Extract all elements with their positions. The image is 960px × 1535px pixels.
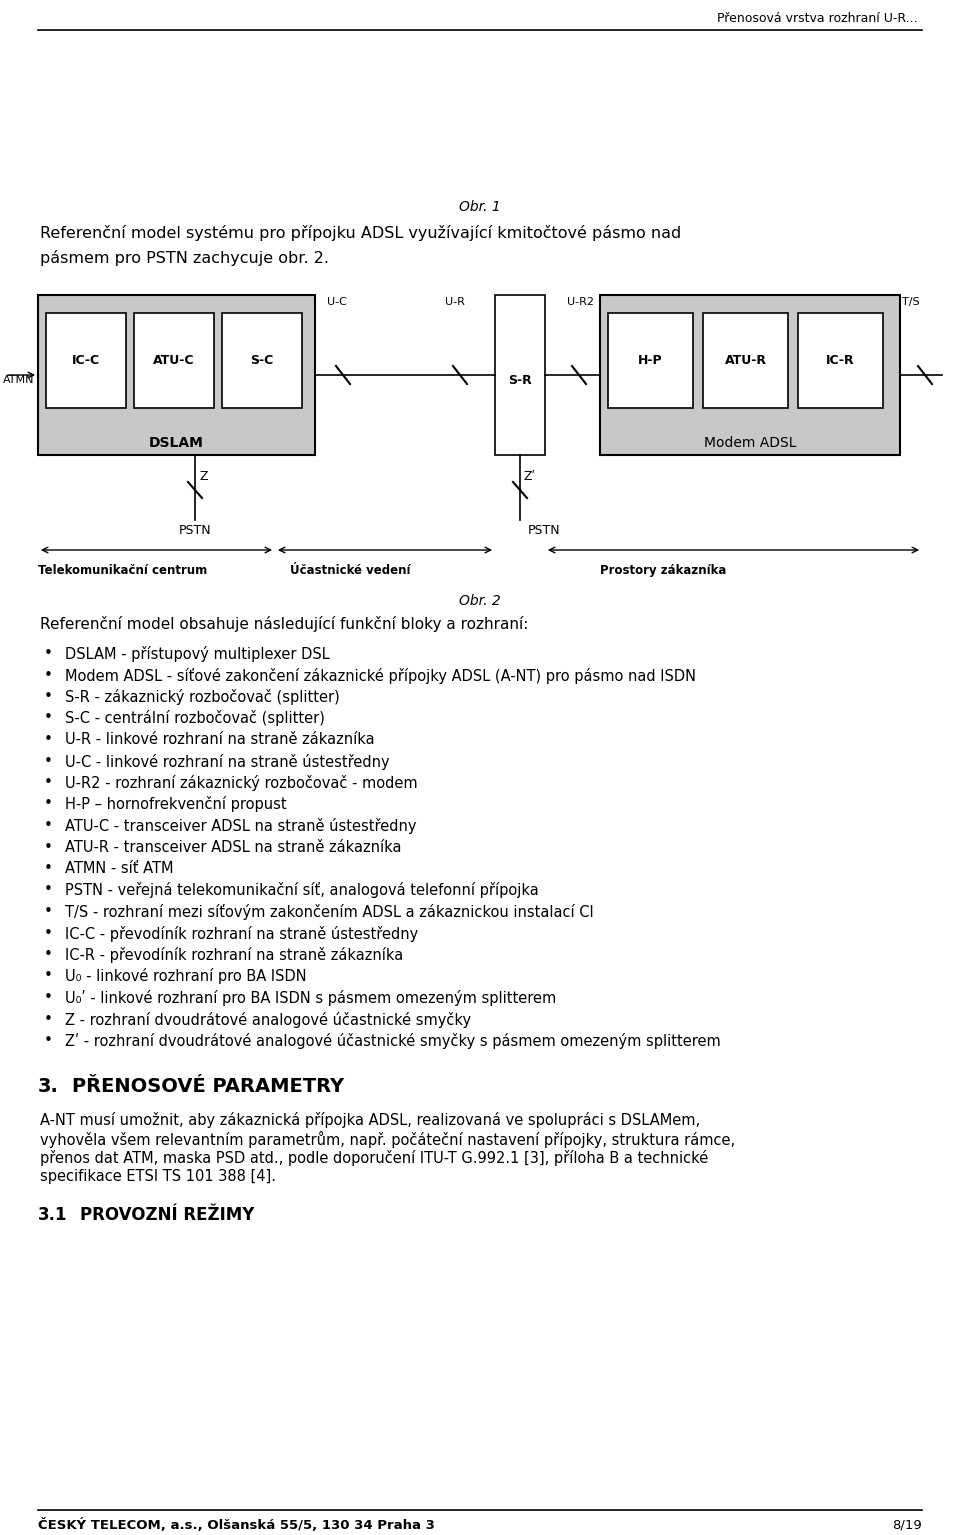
Text: U-R: U-R [445, 296, 465, 307]
Text: Přenosová vrstva rozhraní U-R...: Přenosová vrstva rozhraní U-R... [717, 12, 918, 25]
Text: PSTN: PSTN [179, 523, 211, 537]
Bar [600, 295, 900, 454]
Text: PŘENOSOVÉ PARAMETRY: PŘENOSOVÉ PARAMETRY [72, 1076, 344, 1096]
Text: Modem ADSL: Modem ADSL [704, 436, 796, 450]
Text: •: • [43, 990, 53, 1005]
Text: •: • [43, 689, 53, 705]
Text: S-C: S-C [251, 355, 274, 367]
Text: •: • [43, 797, 53, 812]
Bar [798, 313, 883, 408]
Text: Obr. 2: Obr. 2 [459, 594, 501, 608]
Text: Telekomunikační centrum: Telekomunikační centrum [38, 563, 207, 577]
Text: •: • [43, 818, 53, 834]
Text: •: • [43, 904, 53, 919]
Text: T/S - rozhraní mezi síťovým zakončením ADSL a zákaznickou instalací CI: T/S - rozhraní mezi síťovým zakončením A… [65, 904, 593, 919]
Bar [222, 313, 302, 408]
Text: U-R2: U-R2 [566, 296, 593, 307]
Bar [495, 295, 545, 454]
Text: IC-C: IC-C [72, 355, 100, 367]
Text: •: • [43, 754, 53, 769]
Text: Z: Z [199, 470, 207, 484]
Text: •: • [43, 969, 53, 984]
Text: IC-R - převodíník rozhraní na straně zákazníka: IC-R - převodíník rozhraní na straně zák… [65, 947, 403, 962]
Text: S-R - zákaznický rozbočovač (splitter): S-R - zákaznický rozbočovač (splitter) [65, 689, 340, 705]
Text: •: • [43, 840, 53, 855]
Text: přenos dat ATM, maska PSD atd., podle doporučení ITU-T G.992.1 [3], příloha B a : přenos dat ATM, maska PSD atd., podle do… [40, 1150, 708, 1165]
Bar [608, 313, 693, 408]
Text: pásmem pro PSTN zachycuje obr. 2.: pásmem pro PSTN zachycuje obr. 2. [40, 250, 329, 266]
Text: •: • [43, 861, 53, 876]
Text: Z - rozhraní dvoudrátové analogové účastnické smyčky: Z - rozhraní dvoudrátové analogové účast… [65, 1012, 471, 1027]
Bar [134, 313, 214, 408]
Text: ATU-C: ATU-C [154, 355, 195, 367]
Text: H-P – hornofrekvenční propust: H-P – hornofrekvenční propust [65, 797, 287, 812]
Text: IC-C - převodíník rozhraní na straně ústestředny: IC-C - převodíník rozhraní na straně úst… [65, 926, 419, 941]
Text: ATMN: ATMN [3, 375, 34, 385]
Text: vyhověla všem relevantním parametrům, např. počáteční nastavení přípojky, strukt: vyhověla všem relevantním parametrům, na… [40, 1130, 735, 1148]
Text: •: • [43, 926, 53, 941]
Text: •: • [43, 883, 53, 898]
Bar [703, 313, 788, 408]
Text: •: • [43, 1033, 53, 1048]
Text: Účastnické vedení: Účastnické vedení [290, 563, 411, 577]
Text: DSLAM - přístupový multiplexer DSL: DSLAM - přístupový multiplexer DSL [65, 646, 329, 662]
Text: PROVOZNÍ REŽIMY: PROVOZNÍ REŽIMY [80, 1205, 254, 1223]
Text: •: • [43, 711, 53, 726]
Text: •: • [43, 668, 53, 683]
Text: 3.1: 3.1 [38, 1205, 67, 1223]
Text: PSTN: PSTN [528, 523, 561, 537]
Text: ATU-R - transceiver ADSL na straně zákazníka: ATU-R - transceiver ADSL na straně zákaz… [65, 840, 401, 855]
Text: U-C: U-C [327, 296, 347, 307]
Text: ATMN - síť ATM: ATMN - síť ATM [65, 861, 174, 876]
Text: DSLAM: DSLAM [149, 436, 204, 450]
Text: 3.: 3. [38, 1076, 59, 1096]
Text: •: • [43, 732, 53, 748]
Text: ČESKÝ TELECOM, a.s., Olšanská 55/5, 130 34 Praha 3: ČESKÝ TELECOM, a.s., Olšanská 55/5, 130 … [38, 1518, 435, 1532]
Text: Modem ADSL - síťové zakončení zákaznické přípojky ADSL (A-NT) pro pásmo nad ISDN: Modem ADSL - síťové zakončení zákaznické… [65, 668, 696, 683]
Text: •: • [43, 947, 53, 962]
Text: Zʹ - rozhraní dvoudrátové analogové účastnické smyčky s pásmem omezeným splitter: Zʹ - rozhraní dvoudrátové analogové účas… [65, 1033, 721, 1048]
Text: •: • [43, 775, 53, 791]
Text: •: • [43, 1012, 53, 1027]
Text: U-R2 - rozhraní zákaznický rozbočovač - modem: U-R2 - rozhraní zákaznický rozbočovač - … [65, 775, 418, 791]
Text: T/S: T/S [902, 296, 920, 307]
Bar [38, 295, 315, 454]
Text: U-R - linkové rozhraní na straně zákazníka: U-R - linkové rozhraní na straně zákazní… [65, 732, 374, 748]
Text: PSTN - veřejná telekomunikační síť, analogová telefonní přípojka: PSTN - veřejná telekomunikační síť, anal… [65, 883, 539, 898]
Text: IC-R: IC-R [827, 355, 854, 367]
Text: U₀ʹ - linkové rozhraní pro BA ISDN s pásmem omezeným splitterem: U₀ʹ - linkové rozhraní pro BA ISDN s pás… [65, 990, 556, 1005]
Text: A-NT musí umožnit, aby zákaznická přípojka ADSL, realizovaná ve spolupráci s DSL: A-NT musí umožnit, aby zákaznická přípoj… [40, 1111, 700, 1128]
Text: S-R: S-R [508, 373, 532, 387]
Text: •: • [43, 646, 53, 662]
Text: ATU-R: ATU-R [725, 355, 766, 367]
Text: S-C - centrální rozbočovač (splitter): S-C - centrální rozbočovač (splitter) [65, 711, 324, 726]
Text: H-P: H-P [638, 355, 662, 367]
Text: Obr. 1: Obr. 1 [459, 200, 501, 213]
Text: Prostory zákazníka: Prostory zákazníka [600, 563, 727, 577]
Text: 8/19: 8/19 [892, 1518, 922, 1530]
Text: specifikace ETSI TS 101 388 [4].: specifikace ETSI TS 101 388 [4]. [40, 1168, 276, 1183]
Text: Zʹ: Zʹ [524, 470, 536, 484]
Text: Referenční model systému pro přípojku ADSL využívající kmitočtové pásmo nad: Referenční model systému pro přípojku AD… [40, 226, 682, 241]
Text: Referenční model obsahuje následující funkční bloky a rozhraní:: Referenční model obsahuje následující fu… [40, 616, 528, 632]
Text: U-C - linkové rozhraní na straně ústestředny: U-C - linkové rozhraní na straně ústestř… [65, 754, 390, 769]
Bar [46, 313, 126, 408]
Text: ATU-C - transceiver ADSL na straně ústestředny: ATU-C - transceiver ADSL na straně ústes… [65, 818, 417, 834]
Text: U₀ - linkové rozhraní pro BA ISDN: U₀ - linkové rozhraní pro BA ISDN [65, 969, 306, 984]
